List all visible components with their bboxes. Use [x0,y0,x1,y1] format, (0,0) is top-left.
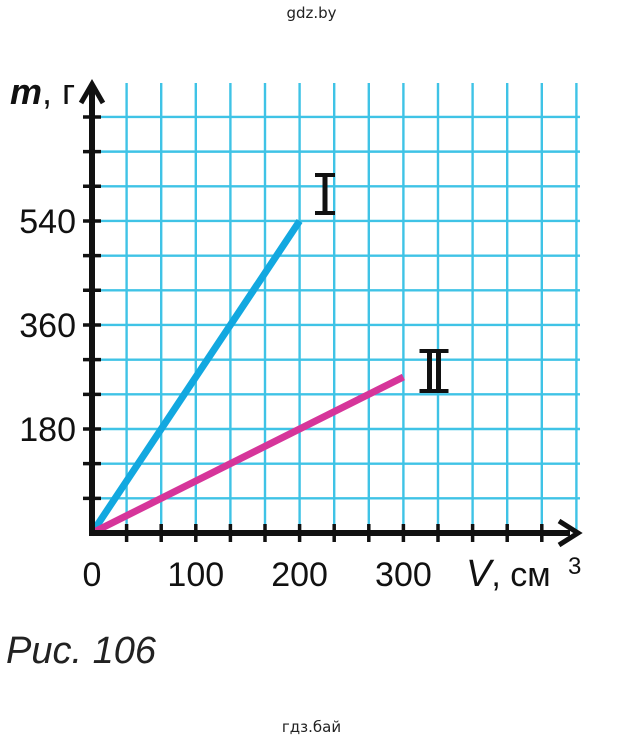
x-tick-label: 300 [375,556,432,594]
x-tick-label: 0 [83,556,102,594]
y-tick-label: 360 [19,307,76,345]
x-tick-label: 200 [271,556,328,594]
figure-caption: Рис. 106 [6,630,156,672]
y-axis-label: m, г [10,71,75,112]
x-axis-label-exponent: 3 [568,553,581,580]
y-tick-label: 180 [19,411,76,449]
x-tick-label: 100 [167,556,224,594]
x-axis-label: V, см [466,553,551,595]
watermark-top: gdz.by [286,4,337,22]
y-axis-arrow [78,79,106,105]
series-label-II: II [419,349,449,393]
y-tick-label: 540 [19,203,76,241]
series-line-II [90,373,405,537]
grid [92,83,580,533]
axis-labels: 0100200300180360540IIIm, гV, см3 [10,71,581,595]
watermark-bottom: гдз.бай [281,718,342,736]
series-label-I: I [315,173,335,215]
series-line-I [89,219,303,535]
x-axis-arrow [557,518,583,548]
axes [78,79,583,548]
series-lines [89,219,405,537]
